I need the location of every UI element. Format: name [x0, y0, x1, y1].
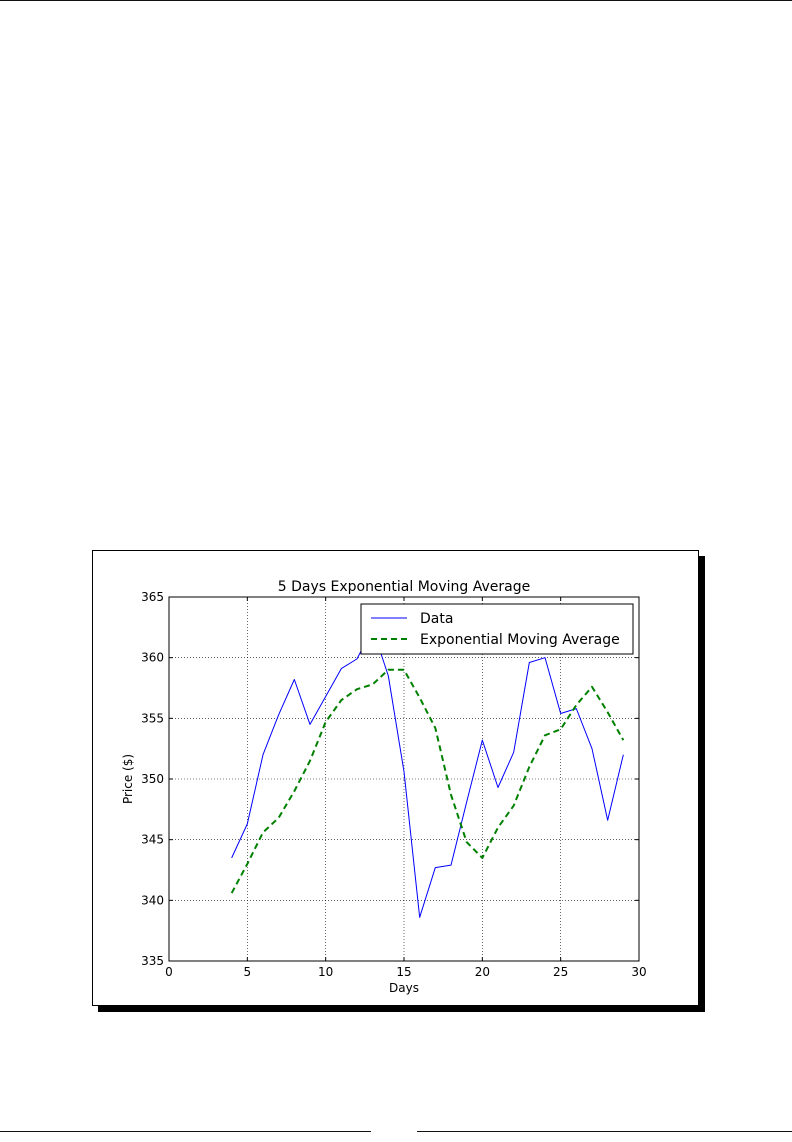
legend-label-data: Data — [420, 611, 453, 627]
x-tick-label: 0 — [165, 965, 173, 979]
chart-title: 5 Days Exponential Moving Average — [278, 579, 531, 595]
series-line-ema — [230, 668, 625, 894]
y-tick-label: 340 — [141, 893, 164, 907]
x-tick-label: 5 — [244, 965, 252, 979]
tick-layer: 0 5 10 15 20 25 30 335 340 345 350 355 360 365 — [141, 590, 647, 979]
legend-label-ema: Exponential Moving Average — [420, 632, 620, 648]
x-tick-label: 30 — [631, 965, 646, 979]
page-bottom-rule-right — [417, 1131, 792, 1132]
x-tick-label: 25 — [553, 965, 568, 979]
y-tick-label: 355 — [141, 711, 164, 725]
page-bottom-rule-left — [0, 1131, 371, 1132]
chart-svg: 0 5 10 15 20 25 30 335 340 345 350 355 360 365 5 Days… — [121, 579, 647, 995]
x-tick-label: 10 — [318, 965, 333, 979]
x-tick-label: 15 — [396, 965, 411, 979]
series-line-data — [231, 628, 624, 918]
x-tick-label: 20 — [475, 965, 490, 979]
y-tick-label: 365 — [141, 590, 164, 604]
series-layer — [230, 628, 625, 918]
legend-box — [360, 603, 634, 655]
chart-legend: Data Exponential Moving Average — [360, 603, 634, 655]
y-axis-label: Price ($) — [121, 754, 135, 804]
chart-figure: 0 5 10 15 20 25 30 335 340 345 350 355 360 365 5 Days… — [92, 550, 699, 1006]
y-tick-label: 350 — [141, 772, 164, 786]
x-axis-label: Days — [389, 981, 419, 995]
y-tick-label: 360 — [141, 651, 164, 665]
y-tick-label: 335 — [141, 954, 164, 968]
grid-layer — [169, 597, 639, 961]
page-top-rule — [0, 0, 792, 1]
y-tick-label: 345 — [141, 833, 164, 847]
